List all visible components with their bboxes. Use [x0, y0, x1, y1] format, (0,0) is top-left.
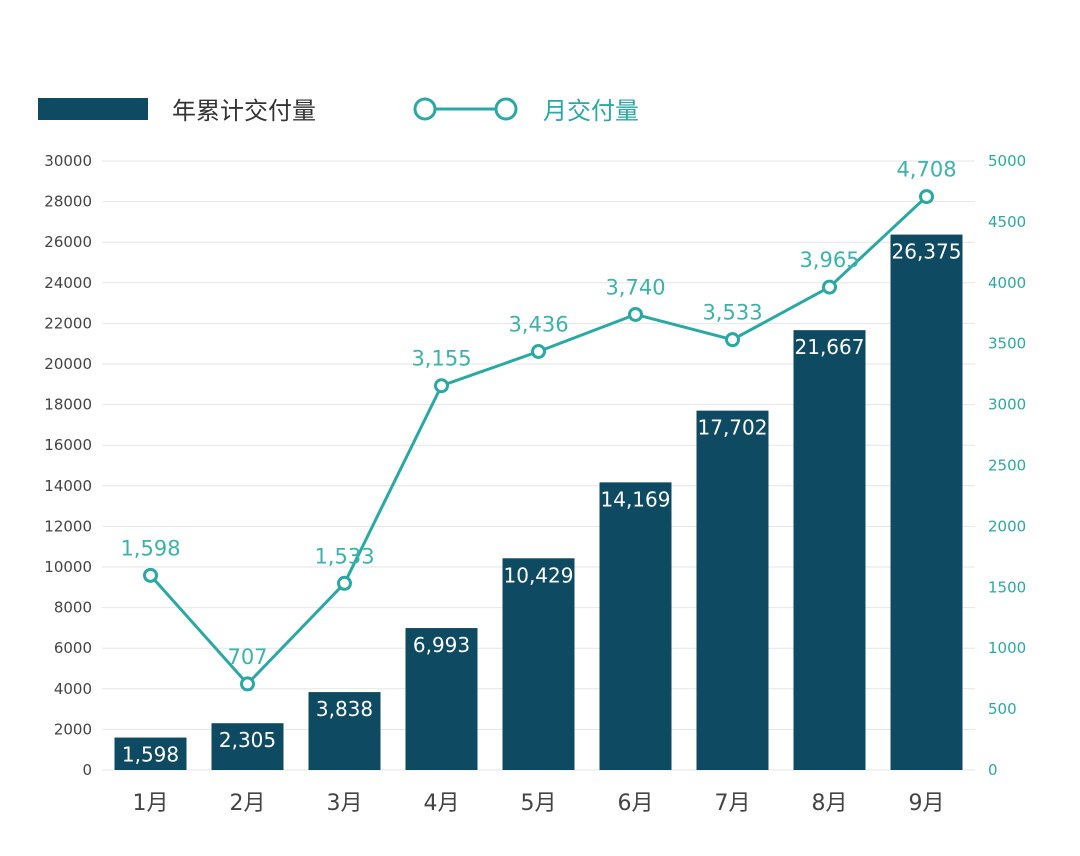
x-tick-label: 7月 [715, 791, 751, 816]
left-tick-label: 30000 [44, 152, 92, 170]
line-value-label: 1,533 [314, 544, 374, 568]
x-tick-label: 4月 [424, 791, 460, 816]
bar [599, 482, 672, 770]
bar [114, 737, 187, 770]
left-tick-label: 22000 [44, 314, 92, 332]
legend: 年累计交付量 月交付量 [38, 97, 639, 125]
left-tick-label: 6000 [54, 639, 92, 657]
x-tick-label: 2月 [230, 791, 266, 816]
right-tick-label: 1500 [988, 578, 1026, 596]
line-point [434, 378, 449, 394]
line-value-label: 707 [227, 645, 267, 669]
legend-line-label: 月交付量 [543, 97, 639, 125]
bar [211, 723, 284, 770]
bar [890, 234, 963, 770]
bar [502, 558, 575, 770]
left-tick-label: 28000 [44, 193, 92, 211]
bar [405, 628, 478, 770]
left-tick-label: 16000 [44, 436, 92, 454]
x-tick-label: 5月 [521, 791, 557, 816]
left-tick-label: 10000 [44, 558, 92, 576]
left-tick-label: 20000 [44, 355, 92, 373]
bar-value-label: 26,375 [892, 240, 962, 264]
legend-line-marker-right [494, 97, 518, 121]
bar [696, 410, 769, 770]
legend-bar-swatch [38, 98, 148, 120]
left-tick-label: 2000 [54, 720, 92, 738]
bar [308, 692, 381, 770]
line-point [240, 676, 255, 692]
bar [793, 330, 866, 770]
line-value-label: 3,533 [702, 301, 762, 325]
left-tick-label: 14000 [44, 477, 92, 495]
bar-value-label: 3,838 [316, 697, 373, 721]
right-tick-label: 0 [988, 761, 998, 779]
line-value-label: 1,598 [120, 536, 180, 560]
line-series: 1,598 707 1,533 3,155 3,436 3,740 3,533 3,965 4,… [120, 158, 957, 692]
line-point [143, 567, 158, 583]
line-point [531, 343, 546, 359]
line-point [628, 306, 643, 322]
x-tick-label: 3月 [327, 791, 363, 816]
right-axis: 0 500 1000 1500 2000 2500 3000 3500 4000 4500 5000 [988, 152, 1026, 779]
right-tick-label: 4500 [988, 213, 1026, 231]
x-tick-label: 8月 [812, 791, 848, 816]
line-point [822, 279, 837, 295]
bar-value-label: 14,169 [601, 487, 671, 511]
legend-bar-label: 年累计交付量 [172, 97, 316, 125]
line-value-label: 4,708 [896, 158, 956, 182]
left-tick-label: 12000 [44, 517, 92, 535]
right-tick-label: 2500 [988, 457, 1026, 475]
line-point [725, 332, 740, 348]
line-point [337, 575, 352, 591]
right-tick-label: 3500 [988, 335, 1026, 353]
line-value-label: 3,965 [799, 248, 859, 272]
left-tick-label: 26000 [44, 233, 92, 251]
right-tick-label: 3000 [988, 396, 1026, 414]
right-tick-label: 5000 [988, 152, 1026, 170]
line-point [919, 189, 934, 205]
legend-line-marker-left [413, 97, 437, 121]
line-value-label: 3,740 [605, 275, 665, 299]
left-tick-label: 8000 [54, 599, 92, 617]
x-axis: 1月 2月 3月 4月 5月 6月 7月 8月 9月 [133, 791, 945, 816]
line-value-label: 3,436 [508, 312, 568, 336]
x-tick-label: 6月 [618, 791, 654, 816]
bar-value-label: 1,598 [122, 743, 179, 767]
left-tick-label: 4000 [54, 680, 92, 698]
x-tick-label: 9月 [909, 791, 945, 816]
left-tick-label: 0 [82, 761, 92, 779]
left-tick-label: 18000 [44, 396, 92, 414]
right-tick-label: 1000 [988, 639, 1026, 657]
bar-series: 1,598 2,305 3,838 6,993 10,429 14,169 17,702 21… [114, 234, 963, 770]
x-tick-label: 1月 [133, 791, 169, 816]
left-axis: 0 2000 4000 6000 8000 10000 12000 14000 16000 180… [44, 152, 92, 779]
bar-value-label: 10,429 [504, 563, 574, 587]
bar-value-label: 21,667 [795, 335, 865, 359]
right-tick-label: 2000 [988, 517, 1026, 535]
right-tick-label: 4000 [988, 274, 1026, 292]
left-tick-label: 24000 [44, 274, 92, 292]
bar-value-label: 2,305 [219, 728, 276, 752]
bar-value-label: 6,993 [413, 633, 470, 657]
line-value-label: 3,155 [411, 347, 471, 371]
right-tick-label: 500 [988, 700, 1017, 718]
bar-value-label: 17,702 [698, 416, 768, 440]
